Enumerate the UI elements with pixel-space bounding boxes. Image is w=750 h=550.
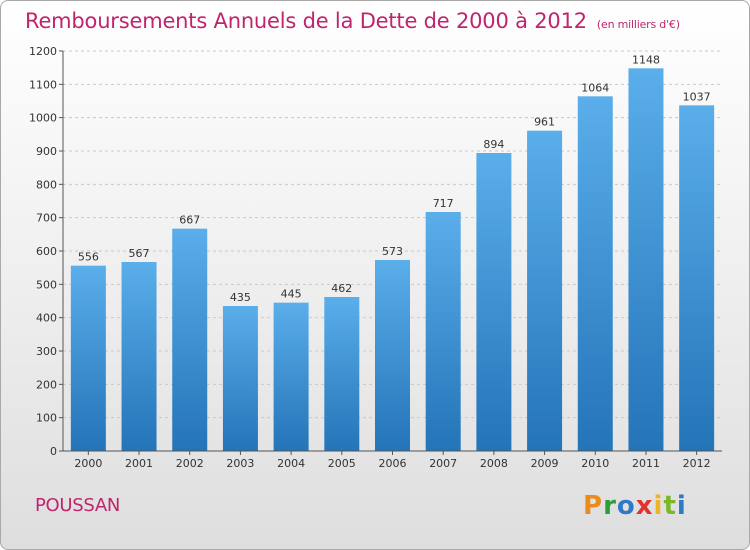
y-tick-label: 300 [36, 345, 57, 358]
logo-letter: t [663, 491, 677, 521]
logo-letter: i [676, 491, 687, 521]
logo-letter: P [583, 491, 604, 521]
bar [324, 297, 360, 451]
chart-title: Remboursements Annuels de la Dette de 20… [25, 9, 680, 33]
bar-value-label: 667 [179, 214, 200, 227]
proxiti-logo: Proxiti [583, 491, 687, 521]
y-tick-label: 0 [50, 445, 57, 458]
y-tick-label: 800 [36, 178, 57, 191]
commune-name: POUSSAN [35, 495, 121, 516]
bar [577, 96, 613, 451]
x-tick-label: 2008 [480, 457, 508, 470]
y-tick-label: 1100 [29, 78, 57, 91]
x-tick-label: 2006 [379, 457, 407, 470]
bars: 556 567 667 435 445 462 573 717 894 961 1064 1148 10… [70, 53, 715, 451]
bar-value-label: 462 [331, 282, 352, 295]
bar [121, 262, 157, 451]
bar [679, 105, 715, 451]
bar [70, 265, 106, 451]
bar [425, 212, 461, 451]
bar [375, 260, 410, 451]
logo-letter: x [635, 491, 654, 521]
y-tick-label: 1200 [29, 45, 57, 58]
bar-value-label: 1037 [683, 90, 711, 103]
bar [172, 228, 208, 451]
bar-value-label: 961 [534, 116, 555, 129]
y-tick-label: 200 [36, 378, 57, 391]
x-tick-label: 2001 [125, 457, 153, 470]
x-tick-label: 2011 [632, 457, 660, 470]
bar-value-label: 717 [433, 197, 454, 210]
x-tick-label: 2002 [176, 457, 204, 470]
x-tick-label: 2003 [226, 457, 254, 470]
bar-value-label: 445 [281, 288, 302, 301]
bar-chart: 556 567 667 435 445 462 573 717 894 961 1064 1148 10… [29, 45, 722, 470]
y-tick-label: 900 [36, 145, 57, 158]
bar-value-label: 556 [78, 251, 99, 264]
bar [476, 153, 512, 451]
x-tick-label: 2012 [683, 457, 711, 470]
bar-value-label: 1148 [632, 53, 660, 66]
x-tick-label: 2000 [74, 457, 102, 470]
x-tick-label: 2005 [328, 457, 356, 470]
logo-letter: r [603, 491, 617, 521]
x-tick-label: 2010 [581, 457, 609, 470]
chart-title-text: Remboursements Annuels de la Dette de 20… [25, 9, 587, 33]
y-tick-label: 500 [36, 278, 57, 291]
axes: 0 100 200 300 400 500 600 700 800 900 1000 1100 1200… [29, 45, 722, 470]
bar-value-label: 573 [382, 245, 403, 258]
logo-letter: i [653, 491, 664, 521]
bar [222, 306, 258, 451]
logo-letter: o [616, 491, 636, 521]
bar [527, 130, 563, 451]
bar [628, 68, 664, 451]
bar-value-label: 894 [483, 138, 504, 151]
x-tick-label: 2004 [277, 457, 305, 470]
x-tick-label: 2009 [531, 457, 559, 470]
x-tick-label: 2007 [429, 457, 457, 470]
bar [273, 302, 309, 451]
y-tick-label: 600 [36, 245, 57, 258]
y-tick-label: 1000 [29, 112, 57, 125]
bar-value-label: 435 [230, 291, 251, 304]
chart-unit: (en milliers d'€) [596, 18, 680, 31]
y-tick-label: 400 [36, 312, 57, 325]
bar-value-label: 567 [129, 247, 150, 260]
y-tick-label: 100 [36, 412, 57, 425]
y-tick-label: 700 [36, 212, 57, 225]
bar-value-label: 1064 [581, 81, 609, 94]
